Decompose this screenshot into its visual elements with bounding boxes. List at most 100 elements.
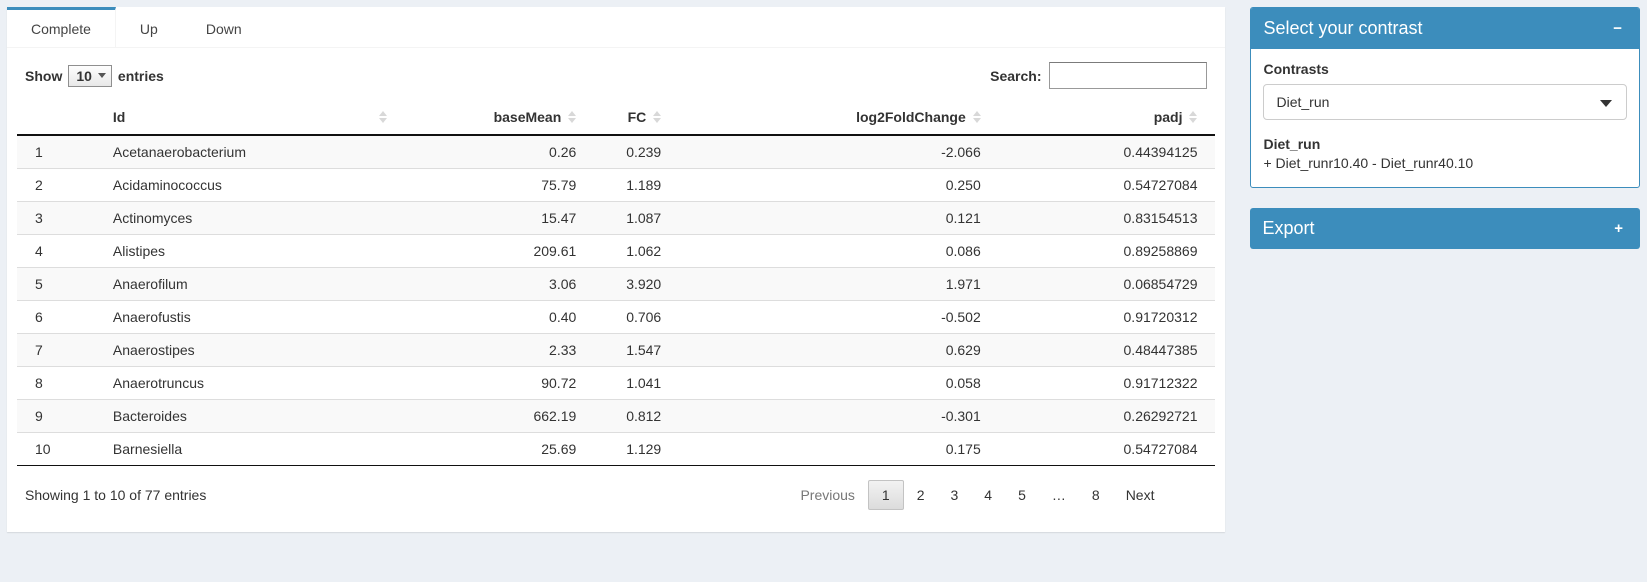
cell-basemean: 209.61	[404, 234, 595, 268]
cell-id: Anaerostipes	[94, 333, 405, 367]
cell-basemean: 2.33	[404, 333, 595, 367]
cell-log2fc: 0.086	[679, 234, 999, 268]
table-row[interactable]: 4 Alistipes 209.61 1.062 0.086 0.8925886…	[17, 234, 1216, 268]
table-search: Search:	[990, 62, 1208, 89]
table-row[interactable]: 9 Bacteroides 662.19 0.812 -0.301 0.2629…	[17, 399, 1216, 433]
page: Complete Up Down Show 10 entries Search:	[7, 7, 1640, 532]
cell-fc: 1.547	[594, 333, 680, 367]
pagination-next[interactable]: Next	[1125, 487, 1155, 503]
col-header-basemean[interactable]: baseMean	[404, 99, 595, 136]
cell-padj: 0.91720312	[998, 300, 1216, 334]
col-header-padj[interactable]: padj	[998, 99, 1216, 136]
search-input[interactable]	[1049, 62, 1208, 89]
table-row[interactable]: 7 Anaerostipes 2.33 1.547 0.629 0.484473…	[17, 333, 1216, 367]
cell-fc: 0.706	[594, 300, 680, 334]
cell-id: Acetanaerobacterium	[112, 144, 246, 160]
pagination-page-4[interactable]: 4	[984, 487, 993, 503]
cell-padj: 0.26292721	[998, 399, 1216, 433]
table-info: Showing 1 to 10 of 77 entries	[25, 487, 207, 503]
table-row[interactable]: 1 Acetanaerobacterium 0.26 0.239 -2.066 …	[17, 135, 1216, 169]
tab-complete[interactable]: Complete	[7, 7, 116, 47]
cell-basemean: 15.47	[404, 201, 595, 235]
export-panel-header[interactable]: Export +	[1250, 208, 1640, 249]
contrast-panel-title: Select your contrast	[1263, 18, 1423, 38]
cell-log2fc: 0.121	[679, 201, 999, 235]
pagination-previous[interactable]: Previous	[800, 487, 855, 503]
contrast-panel-header: Select your contrast −	[1251, 8, 1639, 49]
page-length-value: 10	[76, 67, 92, 84]
cell-fc: 1.087	[594, 201, 680, 235]
cell-log2fc: 1.971	[679, 267, 999, 301]
pagination-page-5[interactable]: 5	[1018, 487, 1026, 503]
contrast-definition: Diet_run + Diet_runr10.40 - Diet_runr40.…	[1263, 136, 1627, 171]
cell-log2fc: -2.066	[941, 144, 981, 160]
cell-padj: 0.06854729	[998, 267, 1216, 301]
col-header-id-label: Id	[112, 109, 126, 125]
col-header-log2fc[interactable]: log2FoldChange	[679, 99, 999, 136]
contrast-panel-body: Contrasts Diet_run Diet_run + Diet_runr1…	[1251, 49, 1639, 187]
contrast-select-value: Diet_run	[1276, 94, 1330, 110]
cell-fc: 3.920	[594, 267, 680, 301]
export-panel: Export +	[1250, 208, 1640, 249]
col-header-log2fc-label: log2FoldChange	[856, 109, 966, 125]
cell-fc: 0.812	[594, 399, 680, 433]
table-row[interactable]: 8 Anaerotruncus 90.72 1.041 0.058 0.9171…	[17, 366, 1216, 400]
table-row[interactable]: 5 Anaerofilum 3.06 3.920 1.971 0.0685472…	[17, 267, 1216, 301]
table-row[interactable]: 3 Actinomyces 15.47 1.087 0.121 0.831545…	[17, 201, 1216, 235]
collapse-minus-icon[interactable]: −	[1613, 20, 1622, 37]
row-index: 7	[17, 333, 95, 367]
cell-id: Barnesiella	[94, 432, 405, 466]
pagination-page-2[interactable]: 2	[916, 487, 925, 503]
contrast-formula: + Diet_runr10.40 - Diet_runr40.10	[1263, 155, 1474, 171]
cell-log2fc: 0.250	[679, 168, 999, 202]
cell-id: Anaerotruncus	[94, 366, 405, 400]
col-header-fc-label: FC	[627, 109, 647, 125]
row-index: 5	[17, 267, 95, 301]
col-header-fc[interactable]: FC	[594, 99, 680, 136]
table-footer: Showing 1 to 10 of 77 entries Previous 1…	[17, 466, 1215, 522]
cell-basemean: 75.79	[404, 168, 595, 202]
side-column: Select your contrast − Contrasts Diet_ru…	[1250, 7, 1640, 532]
cell-fc: 1.189	[594, 168, 680, 202]
results-box: Complete Up Down Show 10 entries Search:	[7, 7, 1226, 532]
col-header-padj-label: padj	[1153, 109, 1183, 125]
cell-padj: 0.54727084	[998, 432, 1216, 466]
pagination: Previous 1 2 3 4 5 … 8 Next	[787, 480, 1167, 510]
col-header-id[interactable]: Id	[94, 99, 405, 136]
cell-padj: 0.48447385	[998, 333, 1216, 367]
row-index: 9	[17, 399, 95, 433]
row-index: 3	[17, 201, 95, 235]
chevron-down-icon	[1600, 100, 1612, 107]
cell-id: Anaerofilum	[94, 267, 405, 301]
cell-log2fc: 0.058	[679, 366, 999, 400]
pagination-page-8[interactable]: 8	[1091, 487, 1100, 503]
col-header-index	[17, 99, 95, 136]
cell-padj: 0.91712322	[998, 366, 1216, 400]
results-tab-content: Show 10 entries Search:	[7, 48, 1225, 532]
table-row[interactable]: 10 Barnesiella 25.69 1.129 0.175 0.54727…	[17, 432, 1216, 466]
cell-fc: 1.041	[594, 366, 680, 400]
cell-basemean: 3.06	[404, 267, 595, 301]
row-index: 1	[35, 144, 43, 160]
expand-plus-icon[interactable]: +	[1614, 220, 1623, 237]
row-index: 10	[17, 432, 95, 466]
table-row[interactable]: 6 Anaerofustis 0.40 0.706 -0.502 0.91720…	[17, 300, 1216, 334]
tab-up[interactable]: Up	[139, 21, 158, 37]
table-controls: Show 10 entries Search:	[17, 60, 1215, 99]
cell-log2fc: -0.502	[679, 300, 999, 334]
cell-padj: 0.83154513	[998, 201, 1216, 235]
cell-fc: 1.129	[594, 432, 680, 466]
cell-log2fc: 0.629	[679, 333, 999, 367]
table-row[interactable]: 2 Acidaminococcus 75.79 1.189 0.250 0.54…	[17, 168, 1216, 202]
cell-fc: 1.062	[594, 234, 680, 268]
cell-id: Actinomyces	[94, 201, 405, 235]
contrast-panel: Select your contrast − Contrasts Diet_ru…	[1250, 7, 1640, 188]
page-length-select[interactable]: 10	[68, 64, 112, 87]
cell-log2fc: 0.175	[679, 432, 999, 466]
sort-icon	[1189, 111, 1198, 123]
contrast-select[interactable]: Diet_run	[1263, 84, 1627, 120]
contrasts-label: Contrasts	[1263, 61, 1329, 77]
pagination-page-1[interactable]: 1	[867, 480, 904, 510]
tab-down[interactable]: Down	[205, 21, 242, 37]
pagination-page-3[interactable]: 3	[950, 487, 959, 503]
